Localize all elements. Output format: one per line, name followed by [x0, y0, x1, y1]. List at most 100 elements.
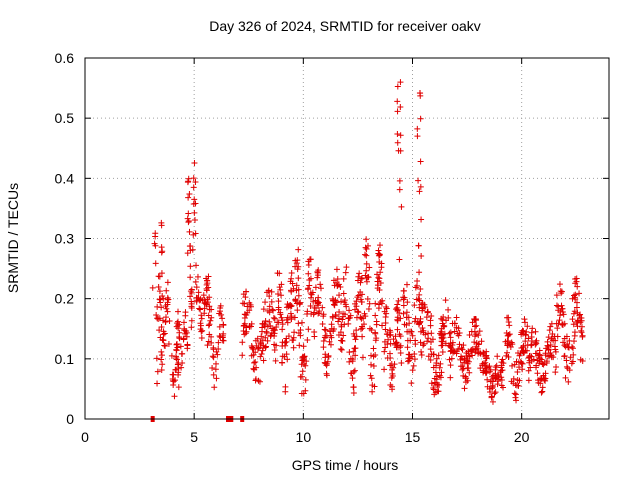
- data-point: [288, 270, 295, 277]
- data-point: [274, 319, 281, 326]
- data-point: [376, 251, 383, 258]
- data-point: [257, 339, 264, 346]
- data-point: [461, 359, 468, 366]
- data-point: [282, 342, 289, 349]
- data-point: [350, 389, 357, 396]
- data-point: [178, 350, 185, 357]
- data-point: [353, 327, 360, 334]
- data-point: [315, 299, 322, 306]
- data-point: [192, 230, 199, 237]
- data-point: [416, 188, 423, 195]
- data-point: [166, 317, 173, 324]
- data-point: [396, 256, 403, 263]
- data-point: [199, 327, 206, 334]
- data-point: [294, 307, 301, 314]
- data-point: [418, 348, 425, 355]
- data-point: [179, 360, 186, 367]
- data-point: [188, 303, 195, 310]
- data-point: [411, 318, 418, 325]
- x-tick-label: 10: [296, 429, 312, 445]
- data-point: [489, 398, 496, 405]
- data-point: [305, 326, 312, 333]
- data-point: [430, 384, 437, 391]
- data-point: [185, 175, 192, 182]
- data-point: [432, 380, 439, 387]
- data-point: [472, 346, 479, 353]
- data-point: [504, 349, 511, 356]
- data-point: [157, 296, 164, 303]
- data-point: [279, 326, 286, 333]
- data-point: [213, 348, 220, 355]
- data-point: [457, 356, 464, 363]
- data-point: [162, 314, 169, 321]
- data-point: [158, 356, 165, 363]
- data-point: [389, 370, 396, 377]
- data-point: [301, 353, 308, 360]
- data-point: [173, 356, 180, 363]
- data-point: [291, 329, 298, 336]
- data-point: [336, 315, 343, 322]
- data-point: [400, 287, 407, 294]
- data-point: [175, 384, 182, 391]
- data-point: [160, 331, 167, 338]
- data-point: [411, 356, 418, 363]
- data-point: [506, 322, 513, 329]
- data-point: [315, 294, 322, 301]
- data-point: [572, 291, 579, 298]
- data-point: [306, 276, 313, 283]
- data-point: [343, 264, 350, 271]
- data-point: [165, 340, 172, 347]
- data-point: [178, 364, 185, 371]
- data-point: [512, 394, 519, 401]
- data-point: [289, 280, 296, 287]
- data-point: [512, 381, 519, 388]
- data-point: [288, 316, 295, 323]
- data-point: [153, 311, 160, 318]
- data-point: [266, 293, 273, 300]
- data-point: [401, 321, 408, 328]
- data-point: [330, 327, 337, 334]
- data-point: [184, 341, 191, 348]
- data-point: [397, 349, 404, 356]
- data-point: [578, 323, 585, 330]
- data-point: [275, 290, 282, 297]
- data-point: [403, 309, 410, 316]
- data-point: [545, 346, 552, 353]
- data-point: [543, 358, 550, 365]
- data-point: [499, 356, 506, 363]
- data-point: [187, 274, 194, 281]
- data-point: [505, 354, 512, 361]
- data-point: [220, 322, 227, 329]
- data-point: [276, 284, 283, 291]
- data-point: [563, 333, 570, 340]
- data-point: [271, 315, 278, 322]
- data-point: [269, 306, 276, 313]
- data-point: [519, 366, 526, 373]
- data-point: [432, 369, 439, 376]
- data-point: [265, 287, 272, 294]
- data-point: [287, 287, 294, 294]
- data-point: [187, 263, 194, 270]
- data-point: [258, 351, 265, 358]
- data-point: [515, 382, 522, 389]
- data-point: [169, 377, 176, 384]
- data-point: [574, 283, 581, 290]
- data-point: [358, 323, 365, 330]
- data-point: [382, 319, 389, 326]
- data-point: [486, 368, 493, 375]
- data-point: [259, 347, 266, 354]
- data-point: [473, 322, 480, 329]
- data-point: [174, 318, 181, 325]
- x-tick-label: 15: [405, 429, 421, 445]
- data-point: [204, 342, 211, 349]
- data-point: [262, 299, 269, 306]
- data-point: [240, 328, 247, 335]
- data-point: [208, 314, 215, 321]
- data-point: [398, 360, 405, 367]
- data-point: [302, 362, 309, 369]
- data-point: [369, 382, 376, 389]
- data-point: [300, 354, 307, 361]
- data-point: [190, 184, 197, 191]
- data-point: [396, 177, 403, 184]
- data-point: [408, 328, 415, 335]
